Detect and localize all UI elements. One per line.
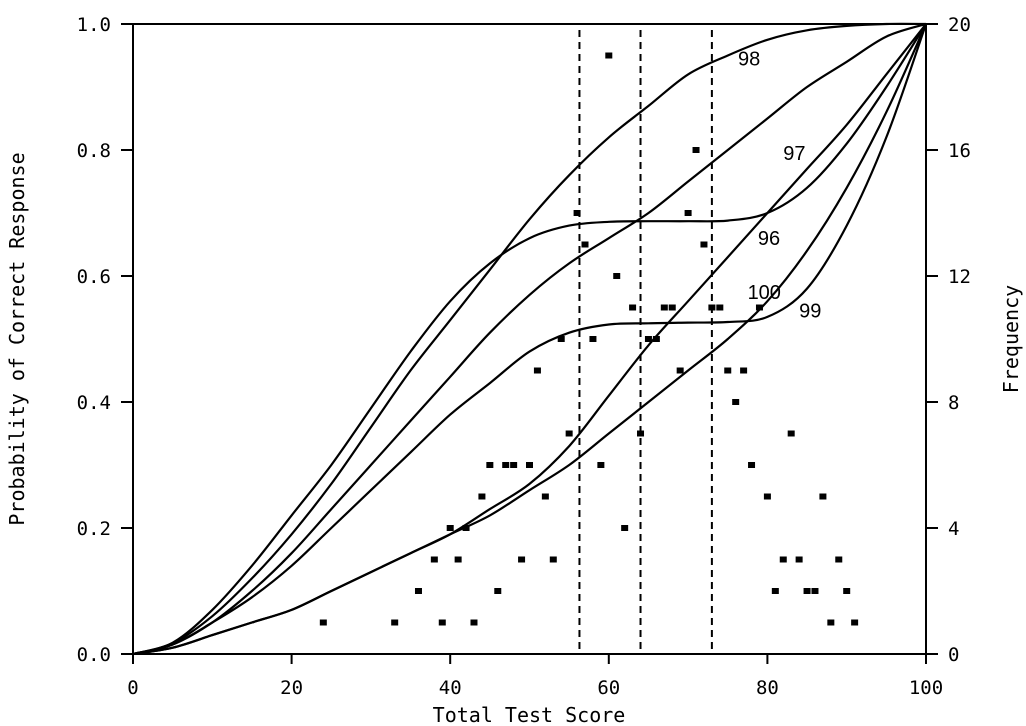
cutoff-lines [578, 30, 713, 654]
frequency-point [518, 556, 526, 563]
x-axis-title: Total Test Score [433, 703, 626, 726]
frequency-point [462, 525, 470, 531]
curve-100 [132, 23, 927, 656]
curve-label-96: 96 [758, 228, 780, 250]
frequency-point [502, 462, 510, 468]
curve-label-97: 97 [783, 143, 805, 165]
frequency-point [668, 304, 676, 311]
frequency-point [438, 619, 446, 626]
frequency-point [684, 210, 692, 216]
y2-tick-label: 8 [948, 392, 959, 414]
y2-tick-label: 16 [948, 140, 971, 162]
frequency-point [851, 619, 859, 626]
y-tick-label: 0.8 [77, 140, 111, 162]
frequency-point [771, 588, 779, 594]
y-axis-title: Probability of Correct Response [5, 152, 29, 525]
frequency-point [692, 147, 700, 153]
curve-labels: 98 97 96 100 99 [738, 49, 821, 323]
y-tick-label: 0.4 [77, 392, 111, 414]
curve-label-100: 100 [748, 282, 781, 304]
x-axis: 0 20 40 60 80 100 [127, 654, 943, 699]
frequency-point [676, 367, 684, 374]
frequency-point [803, 588, 811, 594]
frequency-point [716, 304, 724, 311]
frequency-point [748, 462, 756, 468]
frequency-point [549, 556, 557, 563]
frequency-point [430, 556, 438, 563]
frequency-point [557, 336, 565, 342]
curve-unlabeled [132, 23, 928, 656]
y-tick-label: 0.0 [77, 644, 111, 666]
frequency-point [795, 556, 803, 563]
y-tick-label: 0.6 [77, 266, 111, 288]
frequency-point [819, 493, 827, 500]
frequency-point [835, 556, 843, 563]
frequency-point [391, 619, 399, 626]
frequency-point [486, 462, 494, 468]
frequency-point [573, 210, 581, 216]
y2-tick-label: 20 [948, 14, 971, 36]
frequency-point [787, 430, 795, 437]
curve-96 [132, 23, 927, 656]
frequency-point [613, 273, 621, 279]
frequency-point [589, 336, 597, 342]
curve-label-98: 98 [738, 49, 760, 71]
frequency-point [494, 588, 502, 594]
x-tick-label: 100 [909, 677, 943, 699]
y2-axis-title: Frequency [999, 285, 1023, 393]
frequency-point [541, 493, 549, 500]
y2-tick-label: 12 [948, 266, 971, 288]
frequency-point [629, 304, 637, 311]
y-axis-left: 0.0 0.2 0.4 0.6 0.8 1.0 [77, 14, 133, 666]
plot-area [132, 23, 927, 655]
frequency-points [319, 52, 859, 626]
curves [132, 22, 928, 656]
x-tick-label: 80 [756, 677, 779, 699]
frequency-point [652, 336, 660, 342]
curve-99 [132, 23, 928, 656]
frequency-point [724, 367, 732, 374]
curve-98 [132, 22, 927, 656]
curve-label-99: 99 [799, 301, 821, 323]
x-tick-label: 0 [127, 677, 138, 699]
frequency-point [755, 304, 763, 311]
frequency-point [526, 462, 533, 468]
x-tick-label: 60 [597, 677, 620, 699]
plot-frame [132, 23, 927, 655]
frequency-point [827, 619, 835, 626]
y2-tick-label: 4 [948, 518, 959, 540]
frequency-point [533, 367, 541, 374]
frequency-point [708, 304, 716, 311]
frequency-point [740, 367, 748, 374]
frequency-point [621, 525, 629, 531]
frequency-point [414, 588, 422, 594]
frequency-point [454, 556, 462, 563]
x-tick-label: 20 [280, 677, 303, 699]
frequency-point [581, 241, 589, 248]
y2-tick-label: 0 [948, 644, 959, 666]
frequency-point [605, 52, 613, 59]
frequency-point [470, 619, 478, 626]
frequency-point [637, 430, 645, 437]
frequency-point [597, 462, 605, 468]
x-tick-label: 40 [439, 677, 462, 699]
y-axis-right: 0 4 8 12 16 20 [926, 14, 971, 666]
frequency-point [732, 399, 740, 405]
y-tick-label: 1.0 [77, 14, 111, 36]
frequency-point [644, 336, 652, 342]
frequency-point [510, 462, 518, 468]
frequency-point [700, 241, 708, 248]
y-tick-label: 0.2 [77, 518, 111, 540]
frequency-point [843, 588, 851, 594]
frequency-point [319, 619, 327, 626]
frequency-point [811, 588, 819, 594]
frequency-point [763, 493, 771, 500]
curve-97 [132, 22, 927, 656]
frequency-point [446, 525, 454, 531]
frequency-point [779, 556, 787, 563]
frequency-point [660, 304, 668, 311]
frequency-point [565, 430, 573, 437]
frequency-point [478, 493, 486, 500]
